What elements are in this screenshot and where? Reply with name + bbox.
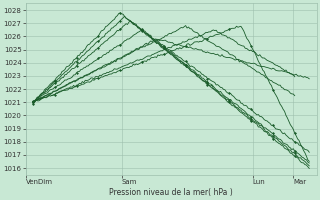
X-axis label: Pression niveau de la mer( hPa ): Pression niveau de la mer( hPa ) — [109, 188, 233, 197]
